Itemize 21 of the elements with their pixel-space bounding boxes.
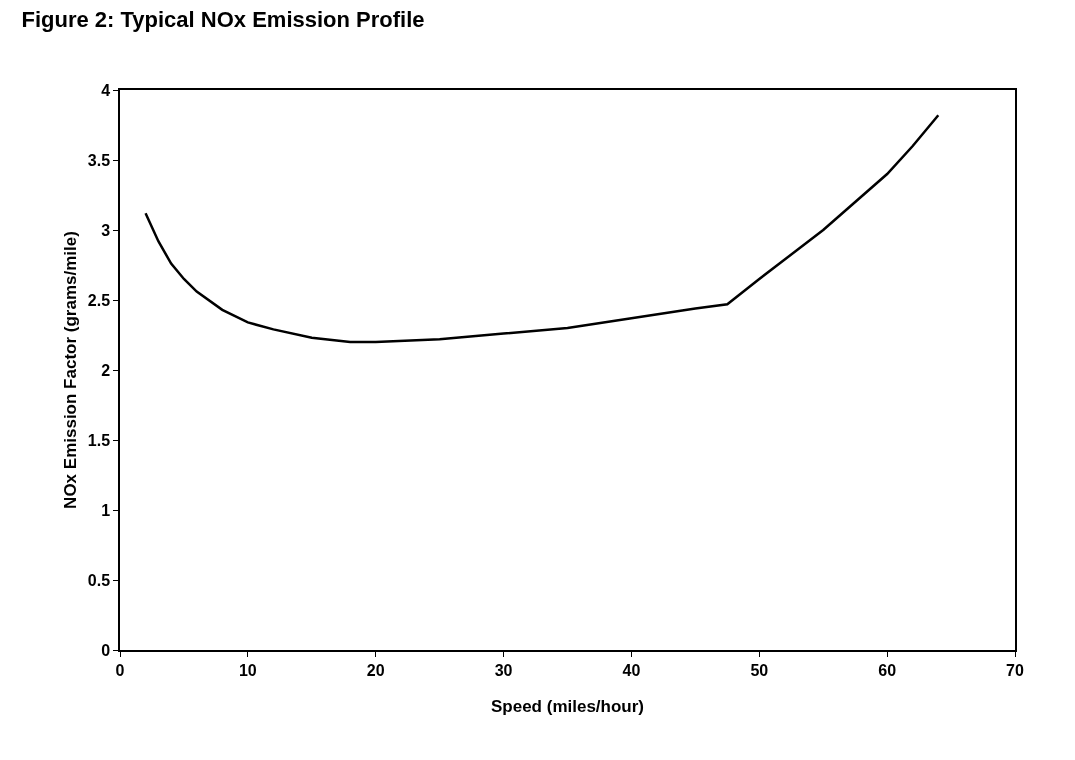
y-tick-label: 4: [101, 81, 111, 99]
x-tick-label: 20: [366, 661, 385, 679]
chart-title: Figure 2: Typical NOx Emission Profile: [21, 6, 425, 32]
y-tick-label: 2.5: [87, 291, 111, 309]
x-tick-label: 0: [115, 661, 125, 679]
x-tick-label: 50: [750, 661, 769, 679]
y-axis-title: NOx Emission Factor (grams/mile): [60, 231, 80, 509]
y-tick-label: 3: [101, 221, 111, 239]
line-series: [144, 113, 940, 344]
y-tick-label: 0: [101, 641, 111, 659]
x-tick-label: 70: [1006, 661, 1024, 679]
x-axis-title: Speed (miles/hour): [490, 696, 645, 716]
y-tick-label: 2: [101, 361, 111, 379]
y-tick-label: 1.5: [87, 431, 111, 449]
x-tick-label: 10: [238, 661, 257, 679]
x-tick-label: 60: [878, 661, 897, 679]
x-tick-label: 40: [622, 661, 641, 679]
y-tick-label: 0.5: [87, 571, 111, 589]
y-tick-label: 3.5: [87, 151, 111, 169]
x-tick-label: 30: [494, 661, 513, 679]
y-tick-label: 1: [101, 501, 111, 519]
